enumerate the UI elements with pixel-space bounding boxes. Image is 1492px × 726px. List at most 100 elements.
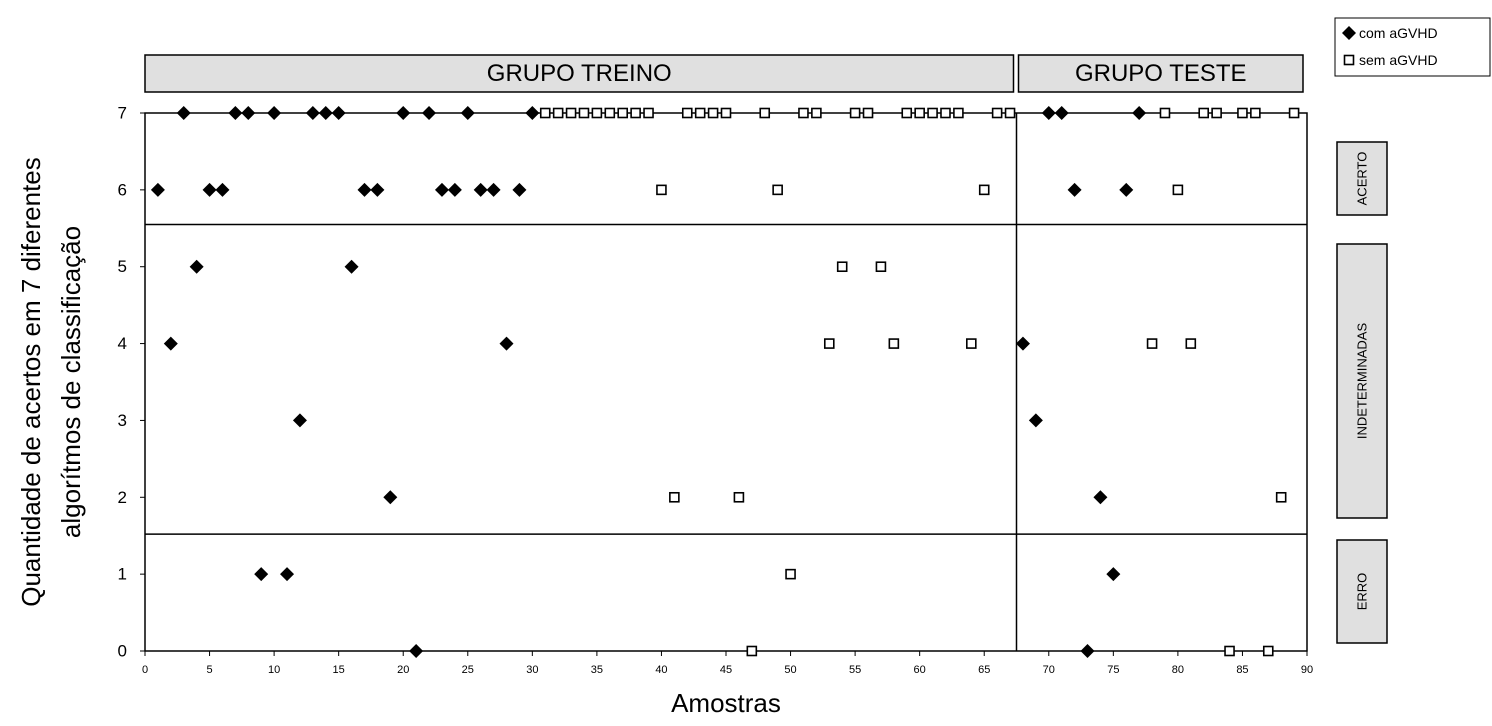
legend-diamond-marker	[1342, 26, 1356, 40]
group-header-box-teste	[1017, 54, 1304, 93]
data-point-sem-agvhd	[1185, 338, 1197, 349]
legend-square-marker	[1343, 54, 1355, 66]
data-point-com-agvhd	[1054, 106, 1069, 120]
x-tick-label: 45	[720, 664, 732, 676]
x-tick-label: 5	[206, 664, 212, 676]
data-point-com-agvhd	[473, 182, 488, 197]
x-tick-label: 10	[268, 664, 280, 676]
data-point-com-agvhd	[228, 106, 243, 120]
data-point-com-agvhd	[1093, 490, 1108, 505]
legend-marker-com-agvhd	[1342, 26, 1356, 40]
data-point-com-agvhd	[1028, 413, 1043, 428]
x-tick-label: 60	[914, 664, 926, 676]
data-point-com-agvhd	[1015, 336, 1030, 351]
data-point-sem-agvhd	[927, 107, 938, 119]
legend-label-sem-agvhd: sem aGVHD	[1359, 52, 1438, 68]
data-point-sem-agvhd	[798, 107, 809, 119]
y-axis-title: Quantidade de acertos em 7 diferentes al…	[16, 157, 86, 607]
region-label-indeterminadas: INDETERMINADAS	[1355, 323, 1370, 440]
data-point-com-agvhd	[383, 490, 398, 505]
data-point-sem-agvhd	[1288, 107, 1300, 119]
data-point-sem-agvhd	[1146, 338, 1158, 349]
x-tick-label: 90	[1301, 664, 1313, 676]
x-tick-label: 85	[1236, 664, 1248, 676]
data-point-sem-agvhd	[1250, 107, 1261, 119]
data-point-com-agvhd	[434, 182, 449, 197]
data-point-sem-agvhd	[617, 107, 629, 119]
data-point-com-agvhd	[305, 106, 320, 120]
data-point-sem-agvhd	[1262, 645, 1274, 657]
data-point-sem-agvhd	[1198, 107, 1210, 119]
data-point-sem-agvhd	[733, 491, 745, 503]
x-tick-label: 55	[849, 664, 861, 676]
region-box-erro	[1336, 539, 1388, 644]
data-point-sem-agvhd	[539, 107, 551, 119]
y-axis: 0 1 2 3 4 5 6 7	[118, 104, 145, 661]
data-point-sem-agvhd	[552, 107, 564, 119]
data-point-com-agvhd	[215, 182, 230, 197]
region-box-indeterminadas	[1336, 243, 1388, 519]
legend-label-com-agvhd: com aGVHD	[1359, 25, 1438, 41]
data-point-sem-agvhd	[591, 107, 603, 119]
data-point-com-agvhd	[512, 182, 527, 197]
data-point-sem-agvhd	[953, 107, 964, 119]
data-point-com-agvhd	[267, 106, 282, 120]
data-point-sem-agvhd	[888, 338, 900, 349]
x-tick-label: 80	[1172, 664, 1184, 676]
data-point-com-agvhd	[499, 336, 514, 351]
data-point-com-agvhd	[292, 413, 307, 428]
y-tick-label: 3	[118, 411, 127, 430]
data-point-sem-agvhd	[643, 107, 654, 119]
data-point-sem-agvhd	[823, 338, 835, 349]
data-point-sem-agvhd	[862, 107, 874, 119]
data-point-sem-agvhd	[694, 107, 706, 119]
x-axis-title: Amostras	[671, 688, 781, 718]
data-point-com-agvhd	[1119, 182, 1134, 197]
x-tick-label: 40	[655, 664, 667, 676]
x-tick-label: 30	[526, 664, 538, 676]
legend: com aGVHD sem aGVHD	[1334, 17, 1491, 77]
data-point-com-agvhd	[241, 106, 256, 120]
x-tick-label: 25	[462, 664, 474, 676]
group-header-label-treino: GRUPO TREINO	[487, 60, 672, 87]
data-point-sem-agvhd	[720, 107, 732, 119]
data-point-sem-agvhd	[1159, 107, 1171, 119]
y-axis-title-line-2: algorítmos de classificação	[56, 226, 86, 538]
region-labels: ACERTO INDETERMINADAS ERRO	[1336, 141, 1388, 644]
data-point-sem-agvhd	[1172, 184, 1184, 196]
data-point-com-agvhd	[460, 106, 475, 120]
data-point-com-agvhd	[254, 567, 269, 582]
legend-box	[1334, 17, 1491, 77]
y-tick-label: 2	[118, 488, 127, 507]
data-point-com-agvhd	[357, 182, 372, 197]
data-point-sem-agvhd	[914, 107, 925, 119]
data-point-sem-agvhd	[669, 491, 680, 503]
data-point-sem-agvhd	[785, 568, 796, 580]
x-tick-label: 50	[784, 664, 796, 676]
data-point-com-agvhd	[370, 182, 385, 197]
x-tick-label: 15	[333, 664, 345, 676]
data-point-com-agvhd	[396, 106, 411, 120]
data-point-sem-agvhd	[875, 261, 887, 273]
region-label-erro: ERRO	[1355, 573, 1370, 611]
data-point-sem-agvhd	[630, 107, 641, 119]
data-point-sem-agvhd	[1224, 645, 1235, 657]
data-point-sem-agvhd	[901, 107, 913, 119]
x-tick-label: 70	[1043, 664, 1055, 676]
group-header-label-teste: GRUPO TESTE	[1075, 60, 1247, 87]
x-tick-label: 75	[1107, 664, 1119, 676]
data-point-com-agvhd	[447, 182, 462, 197]
data-point-com-agvhd	[318, 106, 333, 120]
data-point-sem-agvhd	[746, 645, 758, 657]
data-point-com-agvhd	[525, 106, 540, 120]
data-point-com-agvhd	[1106, 567, 1121, 582]
region-box-acerto	[1336, 141, 1388, 216]
data-point-sem-agvhd	[940, 107, 951, 119]
data-point-com-agvhd	[409, 644, 424, 658]
data-point-com-agvhd	[1080, 644, 1095, 658]
y-axis-title-line-1: Quantidade de acertos em 7 diferentes	[16, 157, 46, 607]
data-point-com-agvhd	[176, 106, 191, 120]
data-point-com-agvhd	[486, 182, 501, 197]
data-point-sem-agvhd	[1004, 107, 1016, 119]
